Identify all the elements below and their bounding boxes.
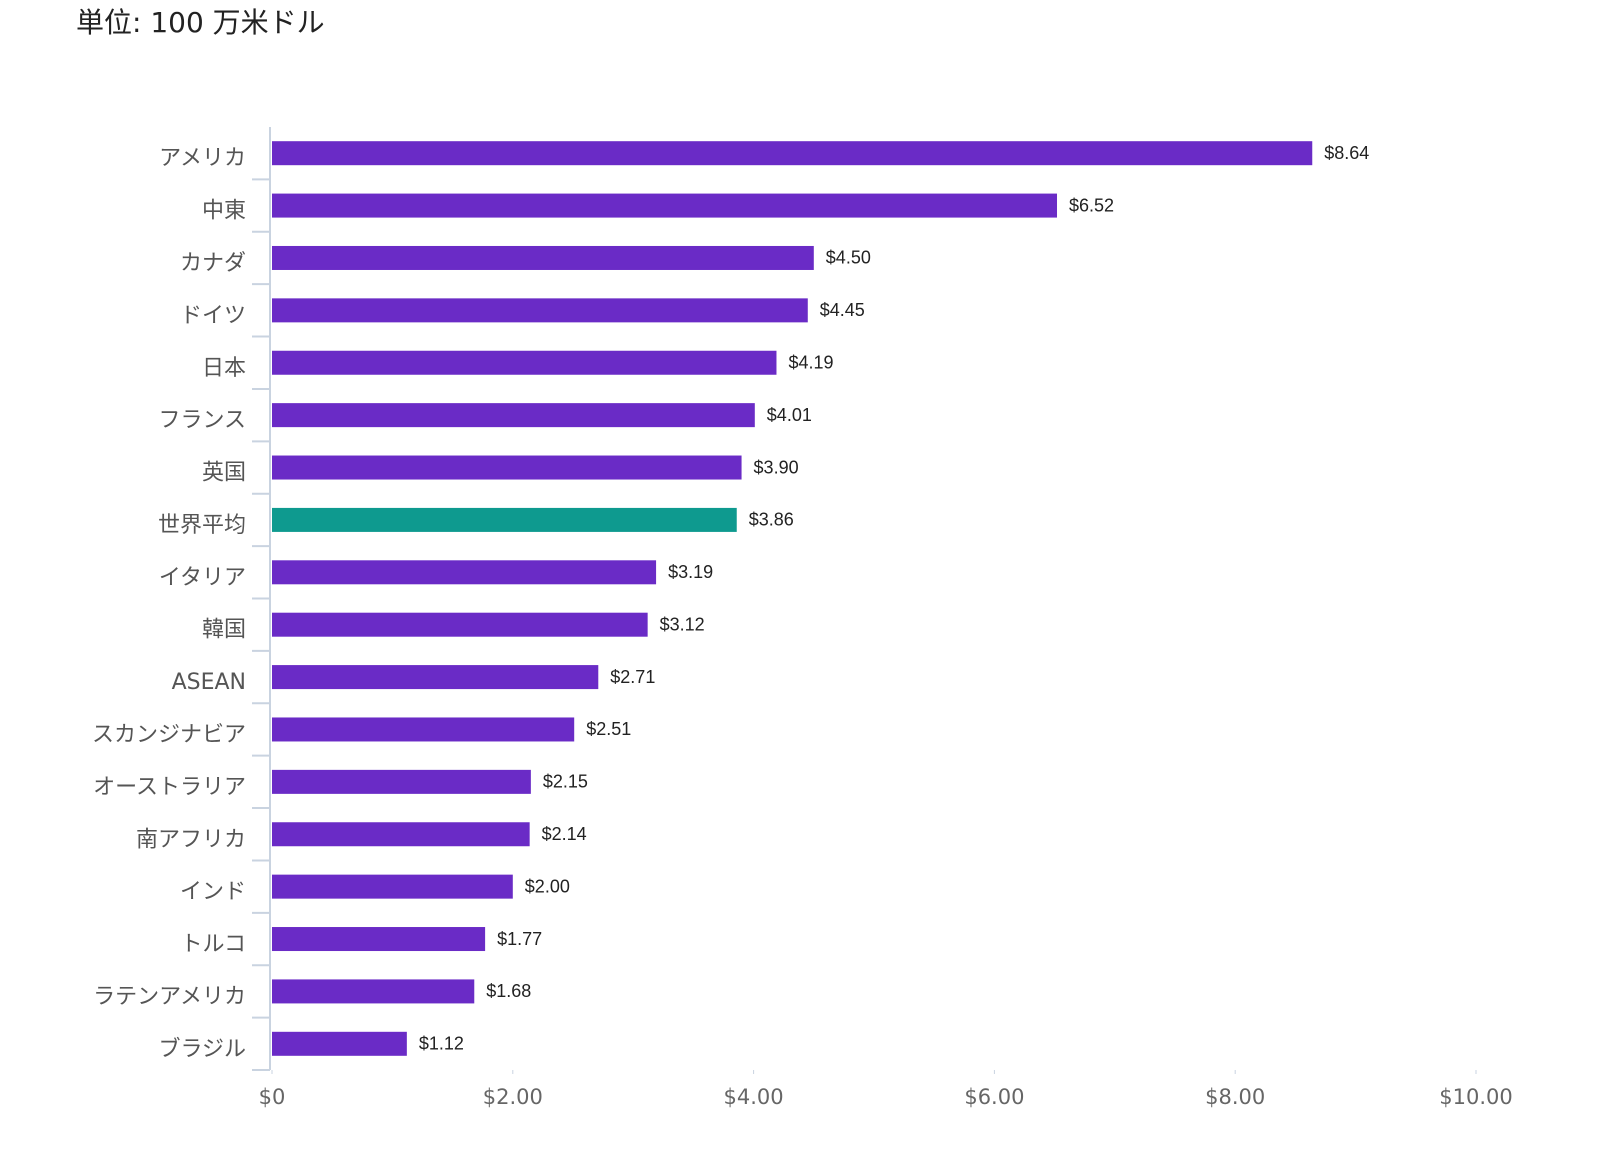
bar xyxy=(272,979,475,1004)
value-label: $3.90 xyxy=(754,457,799,477)
y-tick-label: インド xyxy=(180,880,246,905)
y-tick-label: ラテンアメリカ xyxy=(93,984,246,1009)
value-label: $2.14 xyxy=(542,824,587,844)
value-label: $2.00 xyxy=(525,876,570,896)
value-label: $3.86 xyxy=(749,510,794,530)
y-tick-label: アメリカ xyxy=(159,146,246,171)
y-tick-label: ドイツ xyxy=(180,303,246,328)
y-tick-label: ASEAN xyxy=(172,670,246,695)
value-label: $4.45 xyxy=(820,300,865,320)
bar xyxy=(272,193,1058,218)
value-label: $4.50 xyxy=(826,248,871,268)
value-label: $6.52 xyxy=(1069,195,1114,215)
x-tick-label: $10.00 xyxy=(1439,1085,1512,1109)
y-tick-label: オーストラリア xyxy=(93,775,246,800)
y-tick-label: フランス xyxy=(158,408,246,433)
bar xyxy=(272,245,814,270)
bar xyxy=(272,350,777,375)
x-tick-label: $4.00 xyxy=(724,1085,784,1109)
x-tick-label: $6.00 xyxy=(964,1085,1024,1109)
value-label: $1.12 xyxy=(419,1034,464,1054)
bar xyxy=(272,822,530,847)
value-label: $3.19 xyxy=(668,562,713,582)
y-tick-label: 南アフリカ xyxy=(136,827,246,852)
value-label: $8.64 xyxy=(1324,143,1369,163)
bar xyxy=(272,717,575,742)
bar xyxy=(272,769,531,794)
y-tick-label: 世界平均 xyxy=(158,513,246,538)
value-label: $1.77 xyxy=(497,929,542,949)
value-label: $2.51 xyxy=(586,719,631,739)
y-tick-label: ブラジル xyxy=(158,1037,246,1062)
y-tick-label: カナダ xyxy=(180,251,246,276)
chart-title: 単位: 100 万米ドル xyxy=(76,6,325,39)
bar xyxy=(272,927,486,952)
value-label: $4.01 xyxy=(767,405,812,425)
value-label: $3.12 xyxy=(660,614,705,634)
bar xyxy=(272,560,657,585)
bar xyxy=(272,141,1313,166)
y-tick-label: スカンジナビア xyxy=(92,722,246,747)
x-tick-label: $8.00 xyxy=(1205,1085,1265,1109)
x-tick-label: $0 xyxy=(259,1085,286,1109)
bar xyxy=(272,612,648,637)
y-tick-label: トルコ xyxy=(180,932,246,957)
bar xyxy=(272,403,755,428)
y-tick-label: 英国 xyxy=(202,461,246,486)
value-label: $1.68 xyxy=(486,981,531,1001)
y-tick-label: 韓国 xyxy=(202,618,246,643)
bar xyxy=(272,874,513,899)
y-tick-label: イタリア xyxy=(159,565,246,590)
x-tick-label: $2.00 xyxy=(483,1085,543,1109)
value-label: $2.15 xyxy=(543,772,588,792)
y-tick-label: 日本 xyxy=(202,356,246,381)
bar xyxy=(272,665,599,690)
y-tick-label: 中東 xyxy=(202,199,246,224)
bar xyxy=(272,1031,407,1056)
bar xyxy=(272,298,808,323)
bar xyxy=(272,507,737,532)
bar xyxy=(272,455,742,480)
value-label: $4.19 xyxy=(788,353,833,373)
value-label: $2.71 xyxy=(610,667,655,687)
